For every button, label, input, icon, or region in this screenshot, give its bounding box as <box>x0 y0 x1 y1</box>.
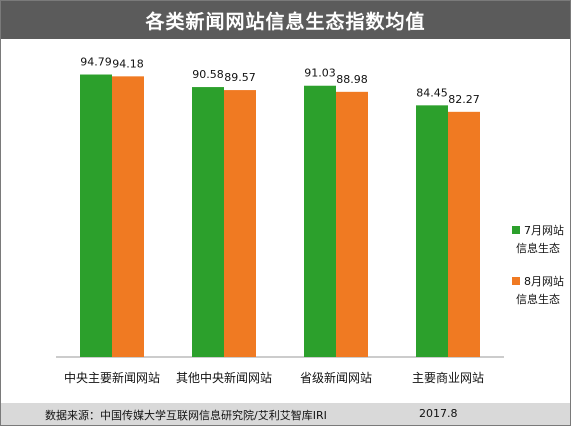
legend-swatch-july <box>512 226 520 234</box>
data-label-july-2: 91.03 <box>304 67 336 80</box>
data-label-july-1: 90.58 <box>192 68 224 81</box>
bar-august-2 <box>336 91 368 357</box>
legend-label-august-line2: 信息生态 <box>516 292 560 306</box>
data-label-august-1: 89.57 <box>224 71 256 84</box>
data-label-august-3: 82.27 <box>448 93 480 106</box>
x-tick-label-2: 省级新闻网站 <box>300 370 372 385</box>
legend-label-july-line2: 信息生态 <box>516 241 560 255</box>
data-source: 数据来源：中国传媒大学互联网信息研究院/艾利艾智库IRI <box>45 409 327 422</box>
footer-bar: 数据来源：中国传媒大学互联网信息研究院/艾利艾智库IRI 2017.8 <box>1 403 570 425</box>
bar-chart: 94.79 94.18 中央主要新闻网站 90.58 89.57 其他中央新闻网站 91.0… <box>56 56 564 385</box>
legend-swatch-august <box>512 277 520 285</box>
chart-title: 各类新闻网站信息生态指数均值 <box>1 1 570 39</box>
report-date: 2017.8 <box>419 407 458 420</box>
legend-label-august-line1: 8月网站 <box>524 274 564 288</box>
data-label-august-0: 94.18 <box>112 57 144 70</box>
bar-july-0 <box>80 74 112 357</box>
x-tick-label-3: 主要商业网站 <box>412 370 484 385</box>
legend-label-july-line1: 7月网站 <box>524 223 564 237</box>
data-label-august-2: 88.98 <box>336 73 368 86</box>
bar-august-1 <box>224 90 256 357</box>
bar-august-0 <box>112 76 144 357</box>
data-label-july-3: 84.45 <box>416 86 448 99</box>
data-label-july-0: 94.79 <box>80 56 112 69</box>
x-tick-label-1: 其他中央新闻网站 <box>176 370 272 385</box>
chart-area: 94.79 94.18 中央主要新闻网站 90.58 89.57 其他中央新闻网站 91.0… <box>1 39 570 401</box>
bar-july-2 <box>304 85 336 358</box>
bar-july-3 <box>416 105 448 358</box>
bar-july-1 <box>192 87 224 358</box>
x-tick-label-0: 中央主要新闻网站 <box>64 370 160 385</box>
bar-august-3 <box>448 111 480 357</box>
